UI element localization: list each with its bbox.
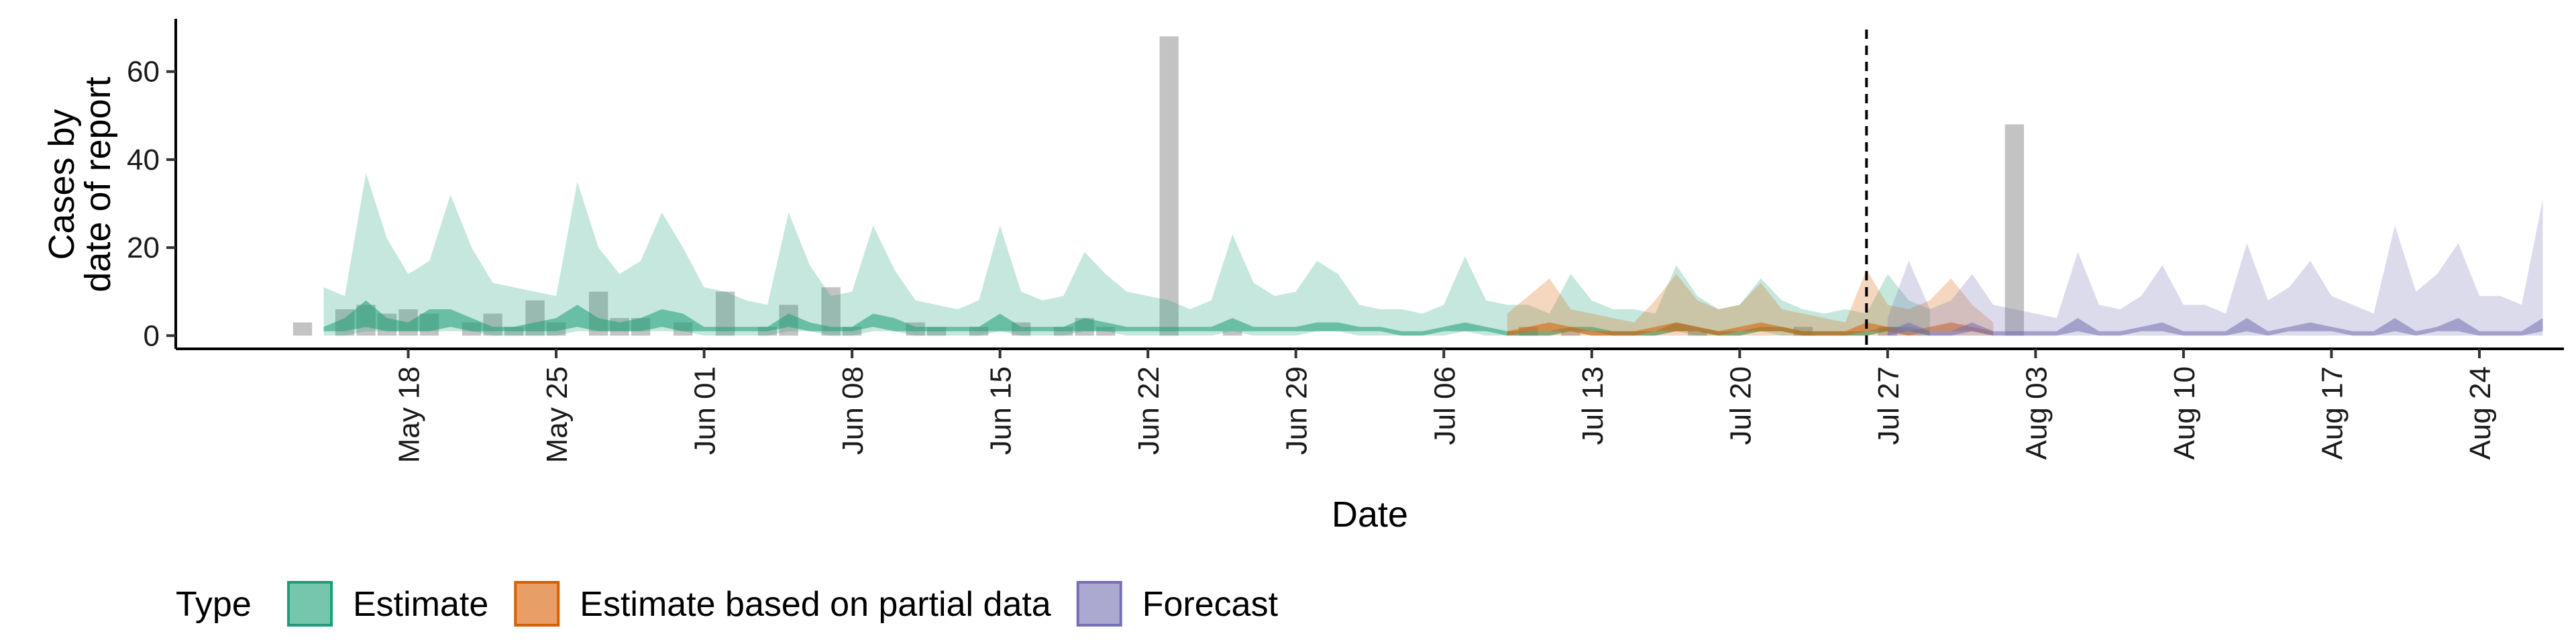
x-tick-label: Aug 03 <box>2020 366 2053 460</box>
x-tick-label: Jul 20 <box>1724 366 1757 445</box>
y-tick-label: 60 <box>127 56 160 89</box>
x-tick-label: Jul 13 <box>1576 366 1609 445</box>
observed-bar <box>1223 331 1242 336</box>
series-2-outer-band <box>1887 199 2543 336</box>
x-tick-label: Jun 08 <box>837 366 869 455</box>
x-tick-label: Aug 10 <box>2168 366 2201 460</box>
x-tick-label: Aug 24 <box>2464 366 2497 460</box>
legend-title: Type <box>176 585 252 624</box>
series-0-inner-band <box>323 300 1930 336</box>
observed-bar <box>1561 331 1580 336</box>
y-axis-title-line-2: date of report <box>78 76 118 292</box>
x-tick-label: Jun 01 <box>689 366 722 455</box>
y-tick-label: 40 <box>127 144 160 176</box>
x-ticks: May 18 May 25 Jun 01 Jun 08 Jun 15 Jun 22 Jun … <box>393 349 2497 463</box>
legend-label: Estimate based on partial data <box>580 585 1051 624</box>
observed-bar <box>1159 36 1179 336</box>
series-0-outer-band <box>323 172 1930 336</box>
observed-bar <box>2004 124 2025 336</box>
x-tick-label: May 18 <box>393 366 426 463</box>
x-tick-label: Jul 06 <box>1428 366 1461 445</box>
legend-swatch <box>287 581 333 627</box>
y-tick-label: 20 <box>127 231 160 264</box>
x-tick-label: Jun 15 <box>985 366 1018 455</box>
legend-swatch <box>1076 581 1122 627</box>
observed-bar <box>1688 331 1707 336</box>
legend-label: Forecast <box>1142 585 1279 624</box>
legend-swatch <box>514 581 560 627</box>
y-tick-label: 0 <box>144 319 160 352</box>
legend: Type Estimate Estimate based on partial d… <box>176 581 1279 627</box>
legend-label: Estimate <box>353 585 488 624</box>
observed-bar <box>292 322 313 336</box>
y-ticks: 0 20 40 60 <box>127 56 176 352</box>
x-tick-label: Jun 29 <box>1281 366 1313 455</box>
x-tick-label: May 25 <box>541 366 574 463</box>
x-axis-title: Date <box>1332 494 1408 535</box>
x-tick-label: Jul 27 <box>1872 366 1905 445</box>
series-1-outer-band <box>1507 269 1994 336</box>
x-tick-label: Jun 22 <box>1132 366 1165 455</box>
series-2-inner-band <box>1887 318 2543 336</box>
series-1-inner-band <box>1507 322 1994 336</box>
estimate-areas <box>323 172 2543 336</box>
y-axis-title-line-1: Cases by <box>42 109 82 260</box>
x-tick-label: Aug 17 <box>2316 366 2349 460</box>
axes <box>174 19 2564 350</box>
